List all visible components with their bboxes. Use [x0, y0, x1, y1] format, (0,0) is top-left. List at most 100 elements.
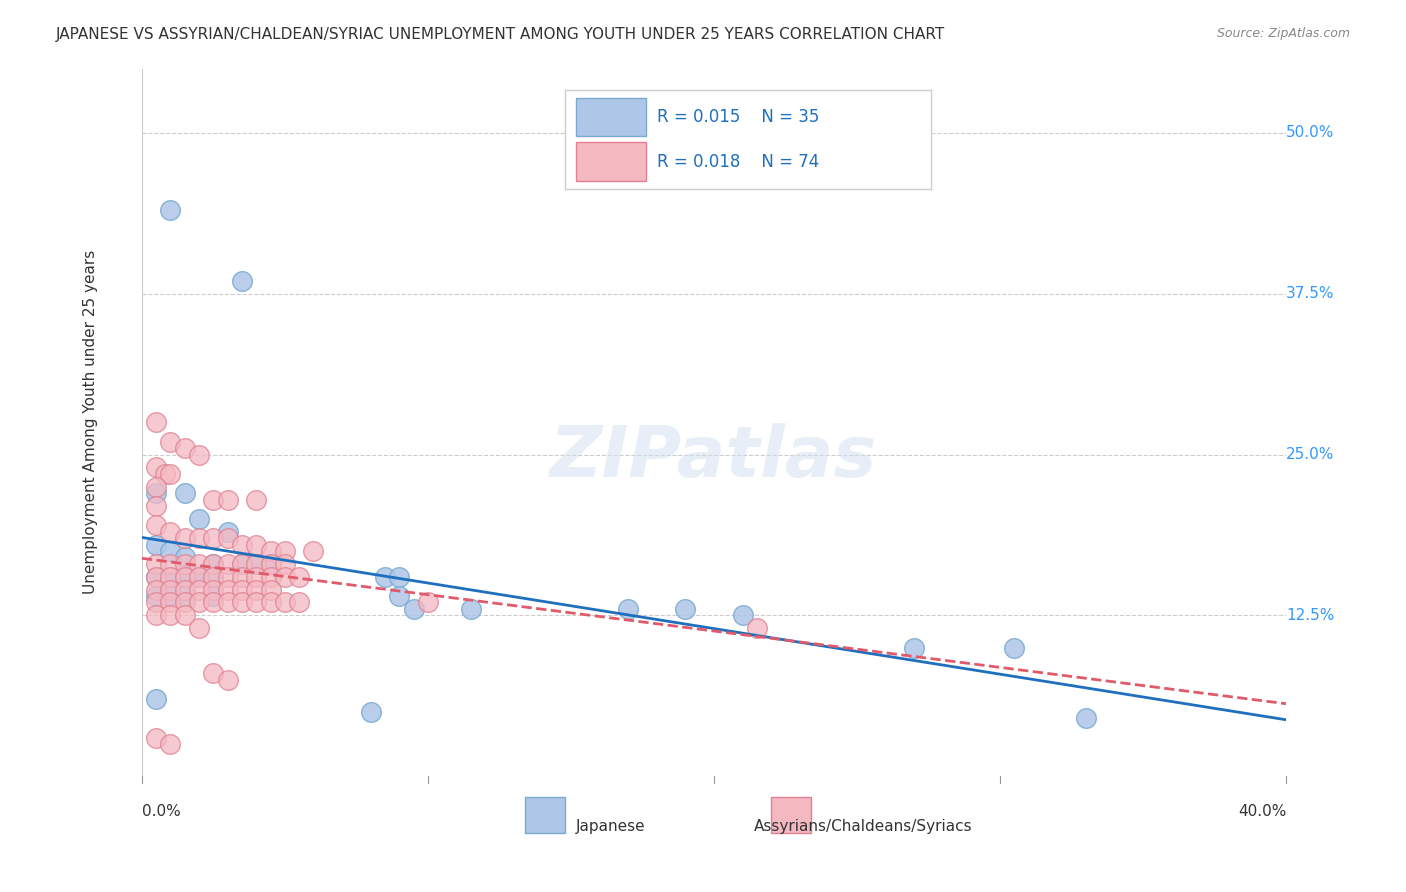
Point	[173, 595, 195, 609]
Point	[259, 557, 281, 571]
Text: 40.0%: 40.0%	[1237, 805, 1286, 820]
Point	[617, 602, 640, 616]
Point	[460, 602, 482, 616]
Point	[274, 557, 297, 571]
Point	[745, 621, 768, 635]
Point	[288, 570, 311, 584]
Point	[159, 570, 181, 584]
Point	[159, 544, 181, 558]
Point	[388, 570, 411, 584]
Point	[217, 531, 239, 545]
Point	[231, 595, 253, 609]
Text: 50.0%: 50.0%	[1286, 126, 1334, 140]
FancyBboxPatch shape	[526, 797, 565, 833]
Text: ZIPatlas: ZIPatlas	[550, 423, 877, 492]
Point	[188, 448, 211, 462]
Point	[159, 524, 181, 539]
Point	[202, 492, 225, 507]
Point	[202, 570, 225, 584]
Point	[188, 557, 211, 571]
Point	[145, 589, 167, 603]
Point	[374, 570, 396, 584]
Point	[1074, 711, 1097, 725]
Point	[202, 557, 225, 571]
Point	[288, 595, 311, 609]
Point	[259, 570, 281, 584]
Text: 37.5%: 37.5%	[1286, 286, 1334, 301]
Point	[188, 531, 211, 545]
Point	[231, 557, 253, 571]
Point	[159, 737, 181, 751]
Point	[388, 589, 411, 603]
Point	[145, 570, 167, 584]
Point	[274, 570, 297, 584]
Point	[402, 602, 425, 616]
Text: Source: ZipAtlas.com: Source: ZipAtlas.com	[1216, 27, 1350, 40]
Point	[360, 705, 382, 719]
Point	[145, 595, 167, 609]
Point	[173, 550, 195, 565]
Point	[416, 595, 439, 609]
Point	[159, 467, 181, 481]
Point	[159, 202, 181, 217]
Point	[159, 589, 181, 603]
Point	[202, 589, 225, 603]
Point	[159, 570, 181, 584]
Point	[173, 557, 195, 571]
Point	[274, 595, 297, 609]
Point	[145, 731, 167, 745]
Point	[217, 570, 239, 584]
Point	[217, 582, 239, 597]
Point	[245, 557, 267, 571]
Point	[731, 608, 754, 623]
Text: 25.0%: 25.0%	[1286, 447, 1334, 462]
Point	[245, 582, 267, 597]
Point	[217, 492, 239, 507]
Point	[231, 538, 253, 552]
Point	[173, 570, 195, 584]
Point	[145, 608, 167, 623]
Point	[159, 557, 181, 571]
FancyBboxPatch shape	[772, 797, 811, 833]
Text: Japanese: Japanese	[576, 819, 645, 834]
Point	[259, 544, 281, 558]
Point	[675, 602, 697, 616]
Point	[188, 621, 211, 635]
Point	[173, 608, 195, 623]
Point	[202, 666, 225, 681]
Point	[259, 557, 281, 571]
Text: 0.0%: 0.0%	[142, 805, 180, 820]
Point	[145, 415, 167, 429]
Point	[188, 512, 211, 526]
Point	[903, 640, 925, 655]
Point	[302, 544, 325, 558]
Point	[188, 570, 211, 584]
Point	[188, 595, 211, 609]
Point	[145, 518, 167, 533]
Point	[231, 557, 253, 571]
Point	[159, 434, 181, 449]
Point	[231, 570, 253, 584]
Point	[159, 595, 181, 609]
Point	[202, 582, 225, 597]
Point	[245, 538, 267, 552]
Point	[217, 673, 239, 687]
Point	[259, 582, 281, 597]
Point	[217, 524, 239, 539]
Point	[245, 557, 267, 571]
Point	[145, 557, 167, 571]
Point	[173, 531, 195, 545]
Point	[231, 274, 253, 288]
Point	[173, 589, 195, 603]
Point	[231, 582, 253, 597]
Text: 12.5%: 12.5%	[1286, 607, 1334, 623]
Point	[245, 595, 267, 609]
Text: Unemployment Among Youth under 25 years: Unemployment Among Youth under 25 years	[83, 251, 98, 594]
Text: Assyrians/Chaldeans/Syriacs: Assyrians/Chaldeans/Syriacs	[754, 819, 972, 834]
Point	[1004, 640, 1026, 655]
Point	[202, 531, 225, 545]
Point	[202, 595, 225, 609]
Point	[188, 570, 211, 584]
Point	[173, 486, 195, 500]
Text: JAPANESE VS ASSYRIAN/CHALDEAN/SYRIAC UNEMPLOYMENT AMONG YOUTH UNDER 25 YEARS COR: JAPANESE VS ASSYRIAN/CHALDEAN/SYRIAC UNE…	[56, 27, 945, 42]
